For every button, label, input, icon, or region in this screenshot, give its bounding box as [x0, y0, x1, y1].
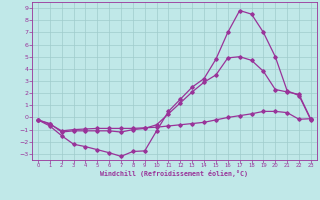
X-axis label: Windchill (Refroidissement éolien,°C): Windchill (Refroidissement éolien,°C): [100, 170, 248, 177]
